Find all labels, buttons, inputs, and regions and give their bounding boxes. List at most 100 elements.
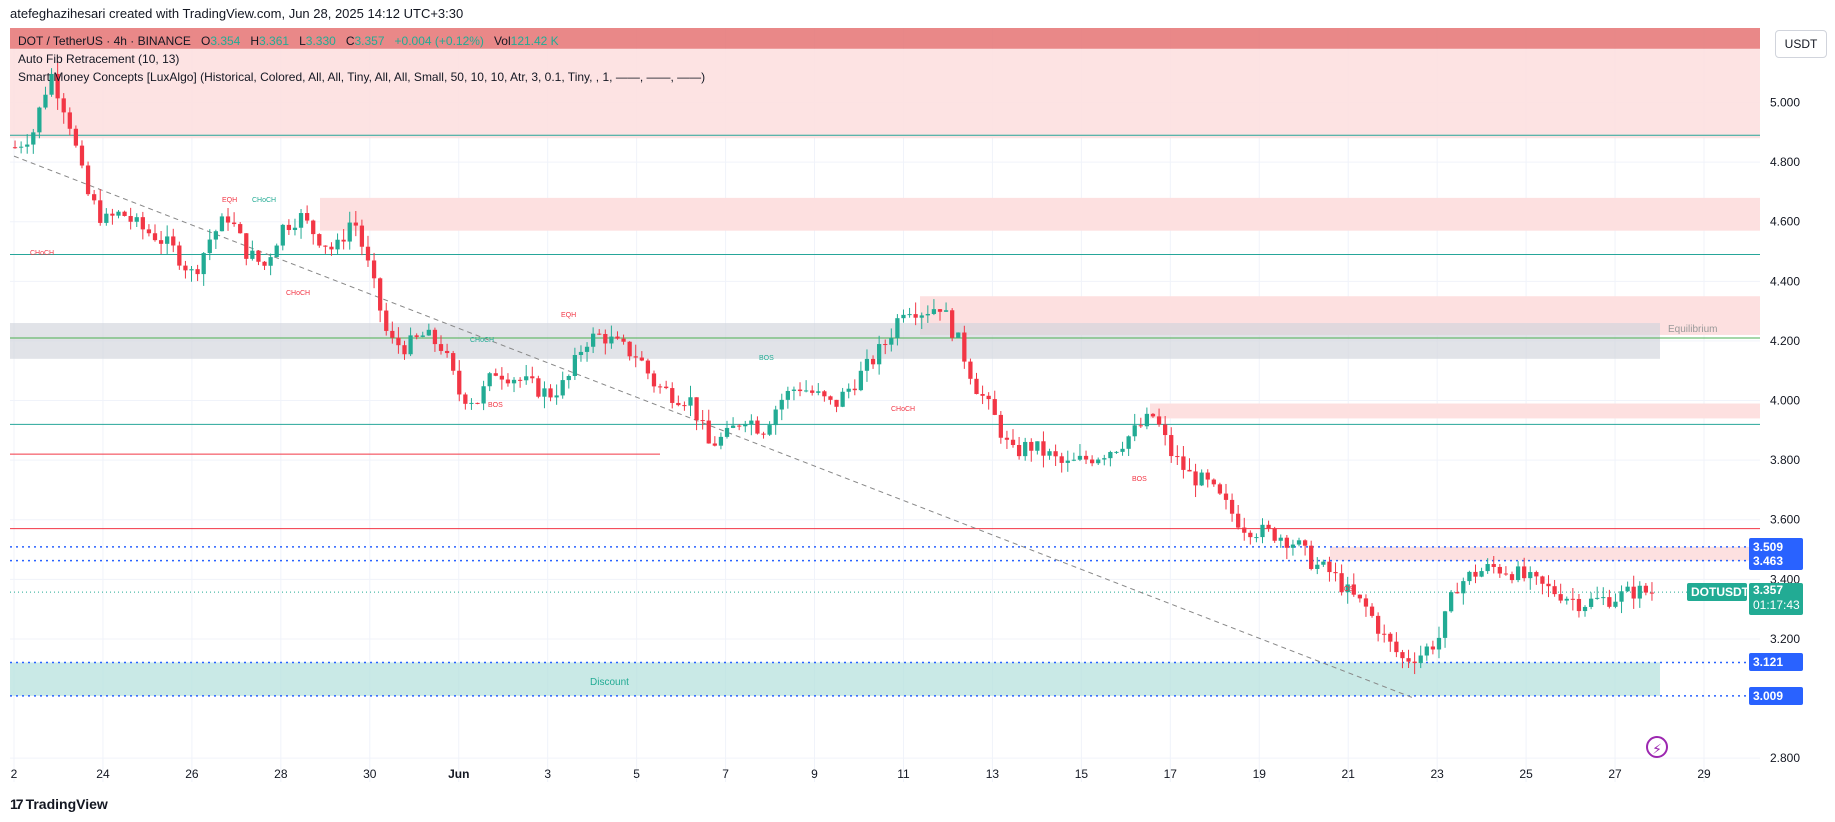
- candle-body: [493, 373, 498, 376]
- candle-body: [925, 313, 930, 316]
- candle-body: [177, 245, 182, 266]
- candle-body: [201, 253, 206, 275]
- candle-body: [968, 361, 973, 379]
- time-tick: 9: [811, 767, 818, 781]
- candle-body: [1272, 528, 1277, 541]
- candle-body: [566, 376, 571, 381]
- candle-body: [1418, 655, 1423, 664]
- tradingview-logo: 17 TradingView: [10, 796, 108, 812]
- candle-body: [1357, 594, 1362, 599]
- candle-body: [1053, 451, 1058, 457]
- smc-label: CHoCH: [891, 406, 915, 413]
- candle-body: [1266, 524, 1271, 529]
- candle-body: [305, 213, 310, 221]
- time-tick: 21: [1342, 767, 1356, 781]
- price-tick: 4.600: [1770, 215, 1800, 229]
- candle-body: [864, 358, 870, 371]
- candle-body: [195, 269, 200, 275]
- time-tick: 24: [96, 767, 110, 781]
- candle-body: [974, 378, 979, 395]
- candle-body: [1400, 652, 1405, 659]
- candle-body: [785, 390, 790, 400]
- candle-body: [743, 423, 748, 427]
- candle-body: [414, 335, 419, 337]
- high-label: H: [250, 34, 260, 48]
- candle-body: [1479, 571, 1484, 577]
- candle-body: [816, 391, 821, 393]
- chart-attribution: atefeghazihesari created with TradingVie…: [10, 6, 464, 21]
- candle-body: [846, 388, 851, 392]
- smc-label: CHoCH: [470, 337, 494, 344]
- candle-body: [1558, 594, 1563, 601]
- lightning-icon[interactable]: ⚡: [1646, 736, 1668, 758]
- candle-body: [268, 257, 273, 266]
- price-tick: 4.200: [1770, 334, 1800, 348]
- time-tick: 13: [986, 767, 1000, 781]
- candle-body: [1290, 544, 1296, 548]
- symbol-legend: DOT / TetherUS · 4h · BINANCE O3.354 H3.…: [18, 34, 559, 48]
- candle-body: [1607, 597, 1612, 607]
- discount-zone: [10, 662, 1660, 696]
- candle-body: [122, 211, 127, 216]
- price-level-tag: 3.121: [1749, 653, 1803, 672]
- candle-body: [1150, 413, 1156, 417]
- candle-body: [1175, 456, 1180, 458]
- candle-body: [1010, 439, 1016, 446]
- candle-body: [834, 399, 839, 407]
- candle-body: [1588, 598, 1594, 607]
- open-value: 3.354: [210, 34, 241, 48]
- candle-body: [438, 344, 444, 351]
- smc-label: BOS: [759, 355, 774, 362]
- smc-label: Equilibrium: [1668, 324, 1717, 335]
- candle-body: [1503, 573, 1509, 575]
- price-tick: 3.800: [1770, 453, 1800, 467]
- candle-body: [18, 146, 24, 148]
- candle-body: [706, 420, 711, 444]
- candle-body: [828, 396, 833, 400]
- candle-body: [1193, 471, 1198, 486]
- candle-body: [1029, 441, 1034, 451]
- candle-body: [1321, 561, 1326, 565]
- candle-body: [286, 224, 292, 231]
- candle-body: [870, 358, 876, 365]
- price-tick: 5.000: [1770, 96, 1800, 110]
- candle-body: [937, 309, 943, 312]
- time-tick: 30: [363, 767, 377, 781]
- indicator-smc-legend[interactable]: Smart Money Concepts [LuxAlgo] (Historic…: [18, 70, 706, 84]
- candle-body: [408, 335, 413, 355]
- candle-body: [694, 397, 699, 421]
- candle-body: [359, 225, 365, 247]
- candle-body: [1315, 564, 1320, 569]
- brand-name: TradingView: [25, 796, 108, 812]
- candle-body: [1351, 584, 1356, 595]
- supply-zone: [1330, 546, 1760, 561]
- time-tick: 27: [1608, 767, 1622, 781]
- trendline: [13, 155, 1416, 700]
- smc-annotations: EQH CHoCH CHoCH CHoCH EQH CHoCH BOS BOS CHoCH BOS…: [30, 197, 1717, 688]
- candle-body: [730, 425, 736, 428]
- candle-body: [1388, 633, 1393, 642]
- candle-body: [633, 356, 638, 358]
- candle-body: [1394, 641, 1399, 653]
- candle-body: [213, 231, 218, 240]
- candle-body: [152, 233, 158, 241]
- candle-body: [657, 386, 663, 388]
- candle-body: [396, 337, 401, 346]
- supply-zone: [320, 197, 1760, 231]
- countdown: 01:17:43: [1753, 598, 1800, 613]
- currency-button[interactable]: USDT: [1775, 30, 1827, 58]
- candle-body: [779, 399, 784, 410]
- candle-body: [919, 315, 924, 318]
- candle-body: [889, 337, 894, 345]
- candle-body: [92, 194, 97, 201]
- indicator-fib-legend[interactable]: Auto Fib Retracement (10, 13): [18, 52, 180, 66]
- candle-body: [603, 333, 608, 344]
- candle-body: [1089, 459, 1095, 464]
- candle-body: [676, 402, 681, 406]
- change-value: +0.004 (+0.12%): [394, 34, 484, 48]
- candle-body: [73, 128, 79, 146]
- candle-body: [1016, 445, 1022, 457]
- candle-body: [572, 355, 578, 377]
- candle-body: [627, 341, 632, 357]
